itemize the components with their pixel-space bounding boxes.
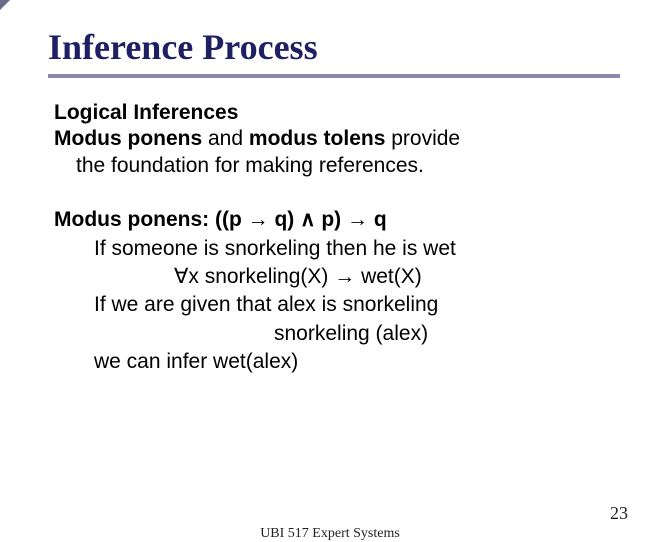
intro-line2: the foundation for making references.: [76, 154, 424, 177]
rule-formula: ((p → q) ∧ p) → q: [209, 208, 387, 231]
title-section: Inference Process: [48, 28, 620, 78]
modus-ponens-block: Modus ponens: ((p → q) ∧ p) → q If someo…: [54, 206, 620, 376]
intro-heading: Logical Inferences: [54, 101, 238, 124]
slide: Inference Process Logical Inferences Mod…: [0, 0, 660, 540]
intro-paragraph: Logical Inferences Modus ponens and modu…: [54, 100, 620, 181]
intro-mid: and: [202, 127, 249, 150]
page-number: 23: [610, 503, 628, 524]
rule-line-3: If we are given that alex is snorkeling: [54, 291, 620, 319]
intro-bold-2: modus tolens: [249, 127, 386, 150]
rule-line-2: ∀x snorkeling(X) → wet(X): [54, 263, 620, 291]
intro-bold-1: Modus ponens: [54, 127, 202, 150]
slide-content: Logical Inferences Modus ponens and modu…: [48, 100, 620, 377]
rule-line-5: we can infer wet(alex): [54, 348, 620, 376]
rule-line-4: snorkeling (alex): [54, 320, 620, 348]
slide-title: Inference Process: [48, 28, 620, 78]
rule-label: Modus ponens:: [54, 208, 209, 231]
intro-tail: provide: [385, 127, 460, 150]
corner-accent: [0, 0, 10, 10]
rule-line-1: If someone is snorkeling then he is wet: [54, 235, 620, 263]
